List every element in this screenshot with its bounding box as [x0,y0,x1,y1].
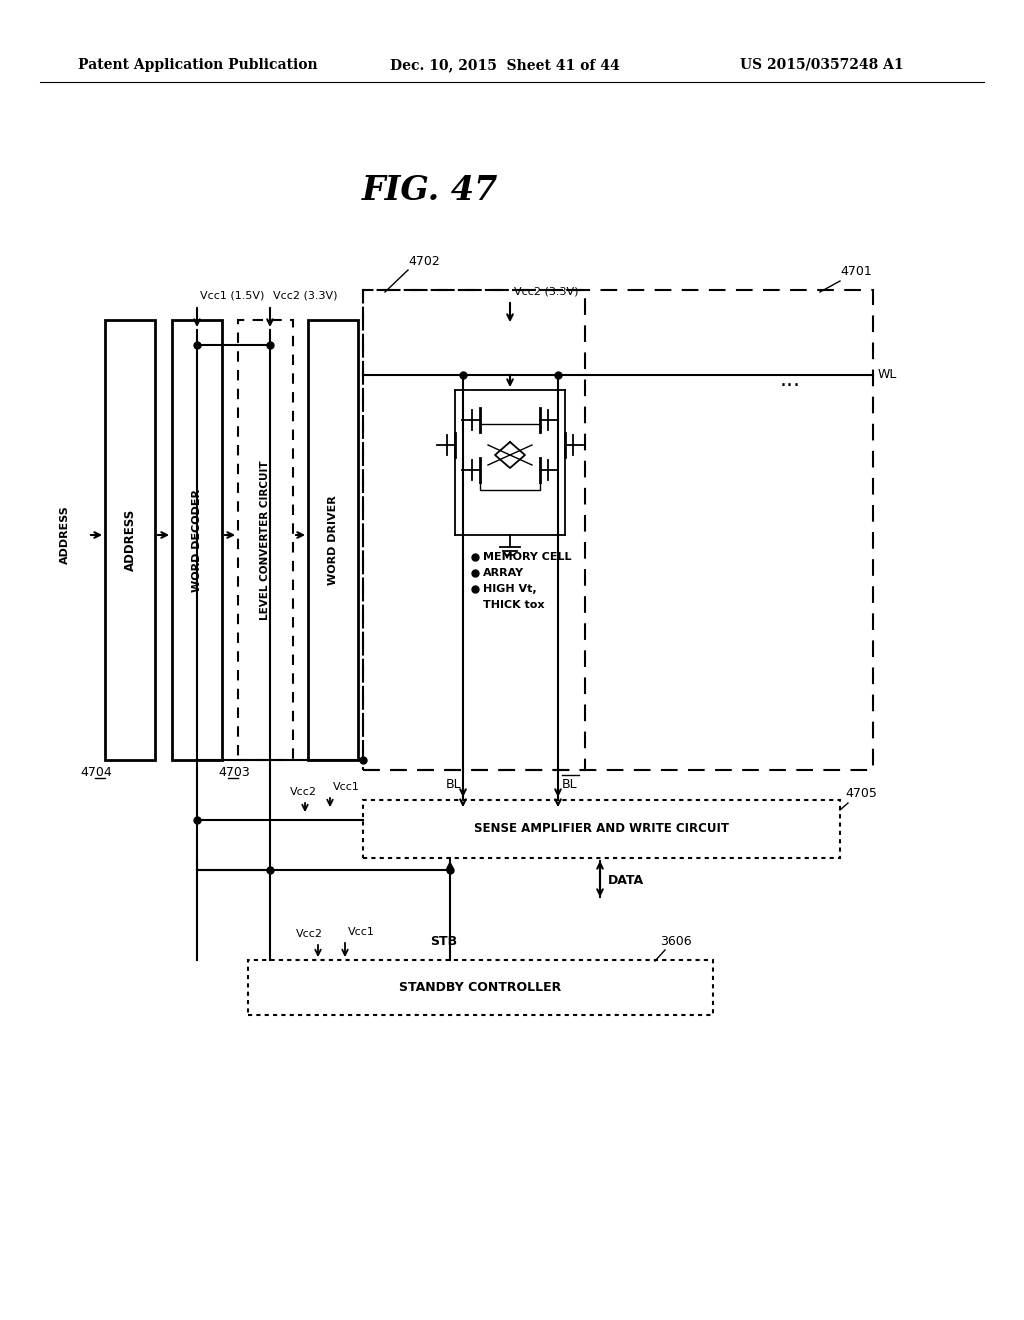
Text: Patent Application Publication: Patent Application Publication [78,58,317,73]
Text: SENSE AMPLIFIER AND WRITE CIRCUIT: SENSE AMPLIFIER AND WRITE CIRCUIT [474,822,729,836]
Text: Vcc2: Vcc2 [290,787,317,797]
Text: MEMORY CELL: MEMORY CELL [483,552,571,562]
Text: 4701: 4701 [840,265,871,279]
Text: ADDRESS: ADDRESS [124,510,136,572]
Text: WL: WL [878,368,897,381]
Text: Vcc2 (3.3V): Vcc2 (3.3V) [514,286,579,296]
Bar [362,290,585,770]
Bar [105,319,155,760]
Text: ARRAY: ARRAY [483,568,524,578]
Text: 4705: 4705 [845,787,877,800]
Text: LEVEL CONVERTER CIRCUIT: LEVEL CONVERTER CIRCUIT [260,461,270,620]
Bar [172,319,222,760]
Bar [362,290,873,770]
Text: Vcc1: Vcc1 [333,781,359,792]
Text: 4702: 4702 [408,255,439,268]
Text: DATA: DATA [608,874,644,887]
Text: HIGH Vt,: HIGH Vt, [483,583,537,594]
Text: STB: STB [430,935,457,948]
Text: 4703: 4703 [218,766,250,779]
Text: BL: BL [562,777,578,791]
Bar [362,800,840,858]
Text: US 2015/0357248 A1: US 2015/0357248 A1 [740,58,903,73]
Text: ...: ... [779,370,801,389]
Text: Vcc2 (3.3V): Vcc2 (3.3V) [273,290,338,300]
Text: Vcc1: Vcc1 [348,927,375,937]
Text: WORD DRIVER: WORD DRIVER [328,495,338,585]
Text: Dec. 10, 2015  Sheet 41 of 44: Dec. 10, 2015 Sheet 41 of 44 [390,58,620,73]
Text: 4704: 4704 [80,766,112,779]
Bar [308,319,358,760]
Text: 3606: 3606 [660,935,691,948]
Text: ADDRESS: ADDRESS [60,506,70,565]
Text: FIG. 47: FIG. 47 [361,173,499,206]
Bar [248,960,713,1015]
Text: THICK tox: THICK tox [483,601,545,610]
Text: Vcc2: Vcc2 [296,929,323,939]
Text: Vcc1 (1.5V): Vcc1 (1.5V) [200,290,264,300]
Text: WORD DECODER: WORD DECODER [193,488,202,591]
Bar [238,319,293,760]
Text: BL: BL [445,777,461,791]
Text: STANDBY CONTROLLER: STANDBY CONTROLLER [399,981,561,994]
